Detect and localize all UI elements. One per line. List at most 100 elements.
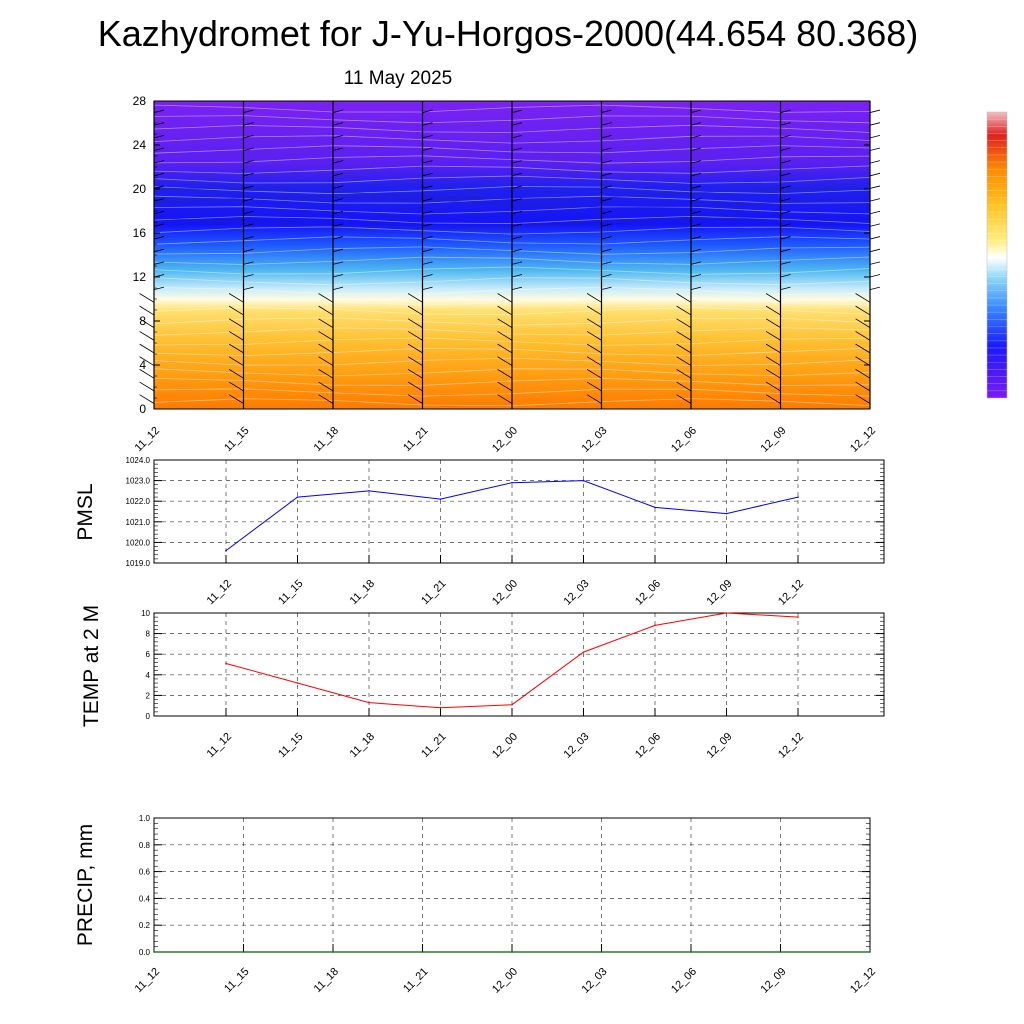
wind-barb (780, 122, 791, 126)
wind-barb (407, 356, 423, 366)
data-point (725, 612, 728, 614)
wind-barb (765, 293, 781, 303)
wind-barb (422, 223, 433, 227)
data-point (439, 498, 442, 500)
wind-barb (586, 318, 602, 328)
wind-barb (422, 261, 433, 265)
wind-barb (780, 172, 791, 177)
wind-barb (243, 198, 254, 202)
wind-barb (139, 293, 155, 303)
wind-barb (690, 109, 702, 113)
wind-barb (780, 147, 791, 151)
wind-barb (407, 369, 423, 379)
y-axis-label: PRECIP, mm (74, 824, 97, 946)
wind-barb (780, 134, 791, 139)
wind-barb (601, 147, 612, 151)
x-tick-label: 12_12 (848, 966, 878, 996)
wind-barb (497, 369, 513, 379)
figure-title: Kazhydromet for J-Yu-Horgos-2000(44.654 … (98, 13, 918, 54)
data-point (153, 951, 155, 953)
wind-barb (869, 261, 881, 265)
wind-barb (153, 286, 165, 291)
x-tick-label: 12_06 (633, 578, 663, 608)
wind-barb (601, 185, 612, 189)
wind-barb (511, 274, 523, 278)
wind-barb (139, 318, 155, 328)
wind-barb (780, 109, 791, 113)
wind-barb (780, 185, 791, 189)
data-point (511, 951, 513, 953)
wind-barb (243, 122, 254, 126)
wind-barb (601, 236, 612, 240)
x-tick-label: 11_21 (401, 966, 431, 996)
wind-barb (586, 331, 602, 341)
data-point (797, 496, 799, 498)
wind-barb (318, 381, 334, 392)
x-tick-label: 12_03 (562, 731, 592, 761)
wind-barb (869, 160, 881, 164)
data-point (368, 701, 370, 704)
x-tick-label: 12_00 (490, 425, 520, 455)
x-tick-label: 12_06 (633, 731, 663, 761)
x-tick-label: 11_15 (276, 578, 306, 608)
wind-barb (139, 356, 155, 366)
wind-barb (422, 286, 433, 291)
x-tick-label: 11_21 (419, 731, 449, 761)
wind-barb (765, 331, 781, 341)
data-point (242, 951, 245, 953)
wind-barb (153, 172, 165, 177)
wind-barb (869, 236, 881, 240)
wind-barb (690, 274, 702, 278)
wind-barb (780, 236, 791, 240)
precip-panel: 0.0 0.2 0.4 0.6 0.8 1.0 11_12 11_15 11_18 11_21 12… (74, 814, 878, 996)
wind-barb (497, 394, 513, 404)
wind-barb (243, 236, 254, 240)
x-tick-label: 12_12 (776, 578, 806, 608)
wind-barb (601, 210, 612, 215)
x-tick-label: 11_15 (222, 966, 252, 996)
x-tick-label: 11_18 (312, 966, 342, 996)
wind-barb (422, 210, 433, 215)
wind-barb (332, 210, 344, 215)
data-point (296, 682, 299, 684)
wind-barb (153, 147, 165, 151)
y-axis-label: PMSL (74, 483, 97, 540)
x-tick-label: 12_09 (759, 966, 789, 996)
x-tick-label: 11_15 (222, 425, 252, 455)
wind-barb (497, 356, 513, 366)
data-point (797, 616, 799, 618)
wind-barb (332, 160, 344, 164)
wind-barb (780, 274, 791, 278)
data-point (421, 951, 424, 953)
wind-barb (586, 381, 602, 392)
wind-barb (765, 356, 781, 366)
wind-barb (332, 122, 344, 126)
wind-barb (690, 185, 702, 189)
wind-barb (497, 293, 513, 303)
y-tick-label: 8 (146, 630, 151, 639)
y-tick-label: 24 (133, 138, 147, 152)
wind-barb (497, 343, 513, 354)
wind-barb (153, 248, 165, 253)
y-tick-label: 0 (139, 402, 146, 416)
data-point (225, 549, 227, 552)
wind-barb (511, 160, 523, 164)
wind-barb (422, 160, 433, 164)
wind-barb (676, 369, 692, 379)
x-tick-label: 12_03 (580, 425, 610, 455)
wind-barb (407, 331, 423, 341)
wind-barb (869, 274, 881, 278)
data-point (332, 951, 334, 953)
wind-barb (422, 248, 433, 253)
data-point (869, 951, 871, 953)
y-tick-label: 0.4 (139, 894, 151, 903)
wind-barb (676, 305, 692, 316)
wind-barb (586, 356, 602, 366)
wind-barb (139, 331, 155, 341)
wind-barb (511, 261, 523, 265)
wind-barb (422, 198, 433, 202)
wind-barb (780, 286, 791, 291)
wind-barb (511, 223, 523, 227)
wind-barb (676, 394, 692, 404)
y-tick-label: 1022.0 (126, 497, 151, 506)
